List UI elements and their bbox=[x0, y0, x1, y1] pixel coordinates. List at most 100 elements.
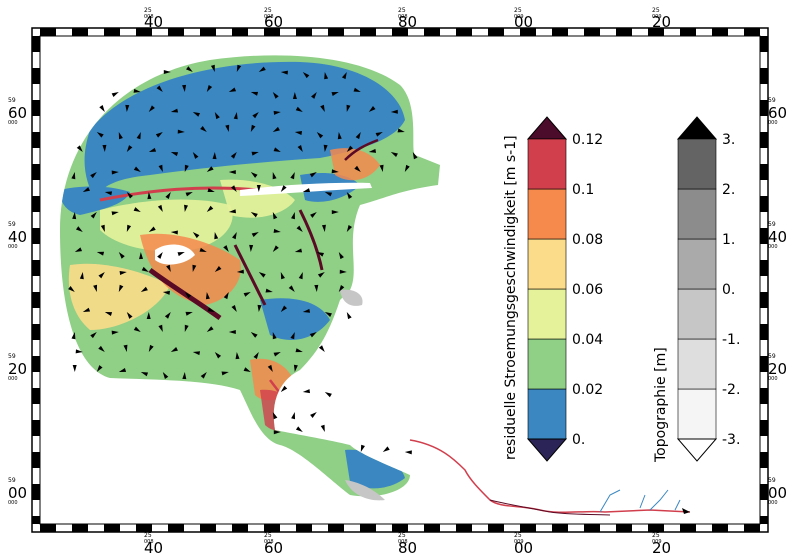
velocity-arrow bbox=[162, 372, 169, 379]
frame-segment bbox=[488, 524, 504, 532]
velocity-arrow bbox=[72, 211, 77, 220]
velocity-arrow bbox=[346, 104, 351, 112]
velocity-arrow bbox=[205, 291, 210, 300]
frame-segment bbox=[200, 524, 216, 532]
tidal-flat bbox=[345, 480, 385, 501]
frame-segment bbox=[136, 524, 152, 532]
velocity-arrow bbox=[184, 292, 192, 299]
frame-segment bbox=[648, 28, 664, 36]
velocity-arrow bbox=[118, 252, 125, 259]
velocity-arrow bbox=[341, 72, 347, 80]
velocity-arrow bbox=[206, 326, 214, 332]
velocity-arrow bbox=[375, 132, 383, 137]
velocity-arrow bbox=[206, 205, 214, 212]
velocity-arrow bbox=[125, 104, 130, 112]
velocity-arrow bbox=[310, 212, 317, 218]
frame-segment bbox=[168, 28, 184, 36]
velocity-arrow bbox=[236, 64, 242, 72]
x-tick-minutes: 25 bbox=[652, 7, 660, 14]
velocity-arrow bbox=[302, 308, 311, 313]
colorbar-segment bbox=[677, 188, 717, 240]
moderate-current-region bbox=[68, 263, 170, 330]
velocity-arrow bbox=[251, 151, 259, 156]
y-tick-minutes: 59 bbox=[8, 221, 16, 228]
y-tick-label: 60 bbox=[8, 104, 27, 122]
deep-water-region bbox=[84, 61, 406, 200]
frame-segment bbox=[424, 28, 440, 36]
frame-segment bbox=[32, 228, 40, 244]
colorbar-segment bbox=[527, 288, 567, 340]
frame-segment bbox=[584, 524, 600, 532]
velocity-arrow bbox=[233, 112, 238, 120]
frame-segment bbox=[264, 524, 280, 532]
y-tick-degrees: 000 bbox=[8, 244, 18, 250]
velocity-arrow bbox=[126, 192, 133, 199]
colorbar-under-triangle bbox=[676, 438, 718, 462]
velocity-arrow bbox=[272, 92, 279, 99]
x-tick-label: 00 bbox=[514, 13, 533, 31]
colorbar-tick-label: -1. bbox=[722, 332, 740, 348]
frame-segment bbox=[392, 524, 408, 532]
river-channel bbox=[489, 499, 611, 516]
velocity-arrow bbox=[267, 364, 273, 372]
x-tick-label: 20 bbox=[652, 13, 671, 31]
velocity-arrow bbox=[96, 365, 103, 372]
x-tick-minutes: 25 bbox=[514, 7, 522, 14]
frame-segment bbox=[760, 68, 768, 84]
velocity-arrow bbox=[682, 508, 690, 514]
x-tick-minutes: 25 bbox=[144, 532, 152, 539]
colorbar-segment bbox=[677, 238, 717, 290]
y-tick-minutes: 59 bbox=[8, 477, 16, 484]
velocity-arrow bbox=[158, 324, 163, 332]
velocity-arrow bbox=[273, 352, 281, 357]
frame-segment bbox=[424, 524, 440, 532]
y-tick-label: 40 bbox=[768, 228, 787, 246]
velocity-arrow bbox=[339, 269, 347, 274]
velocity-arrow bbox=[148, 147, 157, 152]
velocity-arrow bbox=[337, 132, 342, 140]
y-tick-degrees: 000 bbox=[8, 500, 18, 506]
velocity-arrow bbox=[148, 105, 155, 112]
velocity-arrow bbox=[368, 106, 376, 112]
frame-segment bbox=[32, 196, 40, 212]
velocity-arrow bbox=[133, 326, 141, 332]
velocity-arrow bbox=[404, 164, 410, 172]
y-tick-label: 20 bbox=[768, 360, 787, 378]
velocity-arrow bbox=[280, 70, 288, 75]
velocity-arrow bbox=[272, 332, 277, 340]
velocity-arrow bbox=[82, 187, 90, 192]
y-tick-minutes: 59 bbox=[768, 221, 776, 228]
velocity-arrow bbox=[295, 106, 303, 112]
velocity-arrow bbox=[207, 307, 215, 312]
colorbar-segment bbox=[527, 188, 567, 240]
velocity-arrow bbox=[166, 264, 171, 272]
velocity-arrow bbox=[250, 211, 258, 218]
frame-segment bbox=[584, 28, 600, 36]
velocity-arrow bbox=[404, 450, 412, 455]
velocity-arrow bbox=[148, 226, 156, 232]
colorbar-over-triangle bbox=[526, 116, 568, 140]
velocity-arrow bbox=[346, 192, 353, 199]
y-tick-label: 40 bbox=[8, 228, 27, 246]
velocity-arrow bbox=[273, 430, 281, 435]
x-tick-label: 40 bbox=[144, 539, 163, 557]
velocity-arrow bbox=[257, 304, 262, 312]
velocity-arrow bbox=[223, 245, 229, 252]
frame-segment bbox=[32, 484, 40, 500]
frame-segment bbox=[616, 28, 632, 36]
y-tick-minutes: 59 bbox=[768, 477, 776, 484]
frame-segment bbox=[712, 524, 728, 532]
velocity-arrow bbox=[90, 332, 97, 339]
velocity-arrow bbox=[320, 104, 325, 112]
velocity-arrow bbox=[256, 185, 261, 192]
frame-segment bbox=[760, 100, 768, 116]
velocity-arrow bbox=[186, 66, 193, 72]
velocity-arrow bbox=[314, 284, 319, 292]
velocity-arrow bbox=[397, 128, 405, 133]
velocity-arrow bbox=[111, 92, 119, 97]
frame-segment bbox=[32, 292, 40, 308]
